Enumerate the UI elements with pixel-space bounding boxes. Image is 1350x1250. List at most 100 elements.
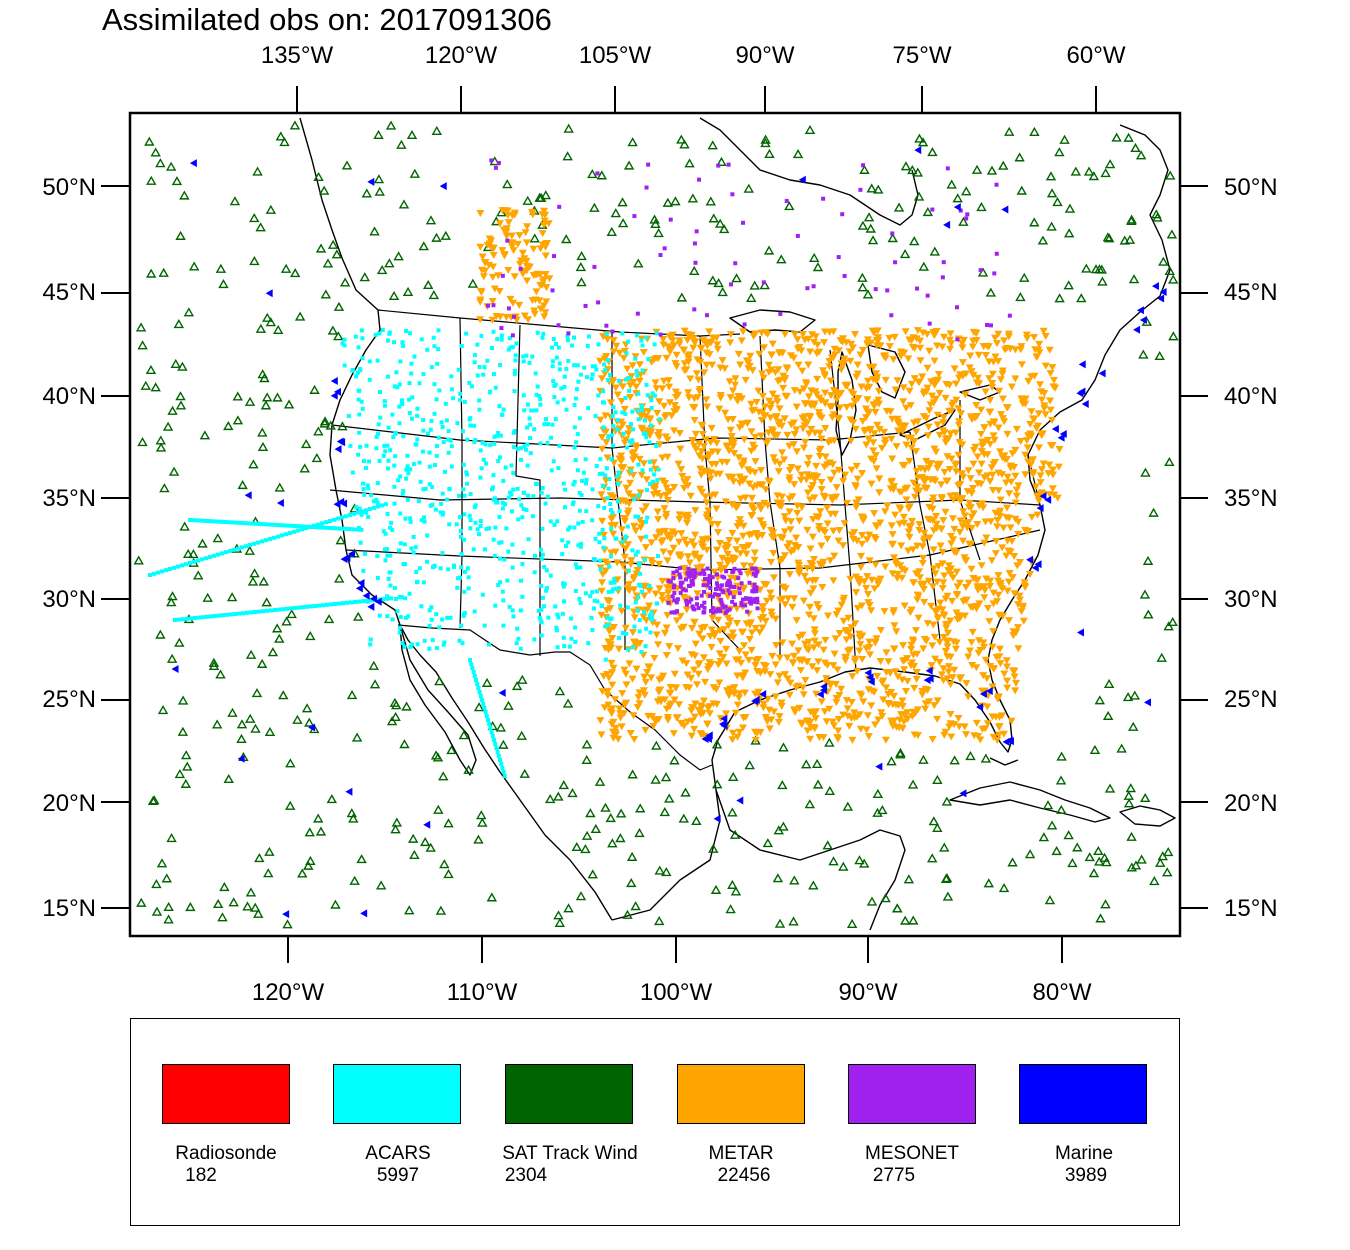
metar-marker bbox=[621, 624, 630, 632]
metar-marker bbox=[800, 422, 809, 430]
metar-marker bbox=[693, 681, 702, 689]
metar-marker bbox=[665, 531, 674, 539]
acars-marker bbox=[284, 532, 288, 537]
metar-marker bbox=[938, 560, 947, 568]
acars-marker bbox=[332, 517, 336, 522]
metar-marker bbox=[728, 438, 737, 446]
acars-marker bbox=[476, 531, 481, 536]
metar-marker bbox=[476, 298, 485, 306]
metar-marker bbox=[933, 578, 942, 586]
metar-marker bbox=[628, 675, 637, 683]
acars-marker bbox=[462, 399, 467, 404]
metar-marker bbox=[641, 678, 650, 686]
metar-marker bbox=[901, 328, 910, 336]
acars-marker bbox=[570, 502, 575, 507]
metar-marker bbox=[994, 731, 1003, 739]
metar-marker bbox=[737, 337, 746, 345]
metar-marker bbox=[663, 557, 672, 565]
metar-marker bbox=[923, 620, 932, 628]
acars-marker bbox=[492, 738, 496, 742]
sat-track-wind-marker bbox=[368, 660, 380, 670]
metar-marker bbox=[897, 542, 906, 550]
acars-marker bbox=[631, 427, 636, 432]
metar-marker bbox=[489, 252, 498, 260]
metar-marker bbox=[829, 387, 838, 395]
metar-marker bbox=[735, 690, 744, 698]
sat-track-wind-marker bbox=[180, 778, 192, 788]
metar-marker bbox=[981, 725, 990, 733]
metar-marker bbox=[796, 719, 805, 727]
sat-track-wind-marker bbox=[331, 249, 343, 259]
sat-track-wind-marker bbox=[477, 817, 488, 827]
marine-marker bbox=[336, 437, 344, 446]
metar-marker bbox=[996, 579, 1005, 587]
lat-label-right: 25°N bbox=[1224, 686, 1278, 713]
sat-track-wind-marker bbox=[866, 896, 878, 906]
metar-marker bbox=[943, 453, 952, 461]
acars-marker bbox=[472, 609, 477, 614]
metar-marker bbox=[798, 331, 807, 339]
metar-marker bbox=[945, 723, 954, 731]
acars-marker bbox=[372, 499, 377, 504]
metar-marker bbox=[1049, 376, 1058, 384]
metar-marker bbox=[829, 411, 838, 419]
metar-marker bbox=[611, 521, 620, 529]
metar-marker bbox=[790, 481, 799, 489]
metar-marker bbox=[633, 703, 642, 711]
acars-marker bbox=[574, 440, 579, 445]
acars-marker bbox=[494, 433, 499, 438]
metar-marker bbox=[819, 367, 828, 375]
sat-track-wind-marker bbox=[402, 286, 414, 297]
acars-marker bbox=[441, 642, 446, 647]
mesonet-marker bbox=[666, 600, 671, 605]
acars-marker bbox=[600, 527, 605, 532]
metar-marker bbox=[502, 225, 511, 233]
metar-marker bbox=[630, 736, 639, 744]
metar-marker bbox=[851, 425, 860, 433]
acars-marker bbox=[643, 519, 648, 524]
metar-marker bbox=[972, 401, 981, 409]
metar-marker bbox=[672, 351, 681, 359]
acars-marker bbox=[604, 466, 609, 471]
acars-marker bbox=[407, 381, 412, 386]
metar-marker bbox=[994, 469, 1003, 477]
metar-marker bbox=[1055, 445, 1064, 453]
acars-marker bbox=[265, 608, 269, 613]
metar-marker bbox=[862, 441, 871, 449]
acars-marker bbox=[550, 422, 555, 427]
mesonet-marker bbox=[692, 307, 697, 312]
metar-marker bbox=[983, 604, 992, 612]
metar-marker bbox=[609, 734, 618, 742]
sat-track-wind-marker bbox=[256, 658, 268, 668]
metar-marker bbox=[871, 561, 880, 569]
acars-marker bbox=[498, 580, 503, 585]
metar-marker bbox=[845, 348, 854, 356]
acars-marker bbox=[496, 582, 501, 587]
sat-track-wind-marker bbox=[918, 261, 930, 271]
acars-marker bbox=[548, 573, 553, 578]
acars-marker bbox=[483, 710, 488, 714]
sat-track-wind-marker bbox=[299, 463, 310, 473]
metar-marker bbox=[1003, 677, 1012, 685]
metar-marker bbox=[858, 532, 867, 540]
metar-marker bbox=[994, 572, 1003, 580]
mesonet-marker bbox=[729, 584, 734, 589]
acars-marker bbox=[630, 645, 635, 650]
acars-marker bbox=[467, 513, 472, 518]
metar-marker bbox=[532, 288, 541, 296]
acars-marker bbox=[329, 602, 333, 607]
sat-track-wind-marker bbox=[334, 573, 345, 583]
sat-track-wind-marker bbox=[443, 868, 454, 879]
acars-marker bbox=[473, 520, 478, 525]
marine-marker bbox=[308, 723, 316, 732]
metar-marker bbox=[828, 718, 837, 726]
metar-marker bbox=[1039, 460, 1048, 468]
metar-marker bbox=[921, 685, 930, 693]
sat-track-wind-marker bbox=[351, 732, 363, 742]
acars-marker bbox=[539, 556, 544, 561]
acars-marker bbox=[596, 393, 601, 398]
metar-marker bbox=[750, 469, 759, 477]
sat-track-wind-marker bbox=[750, 735, 761, 745]
acars-marker bbox=[519, 503, 524, 508]
metar-marker bbox=[840, 355, 849, 363]
